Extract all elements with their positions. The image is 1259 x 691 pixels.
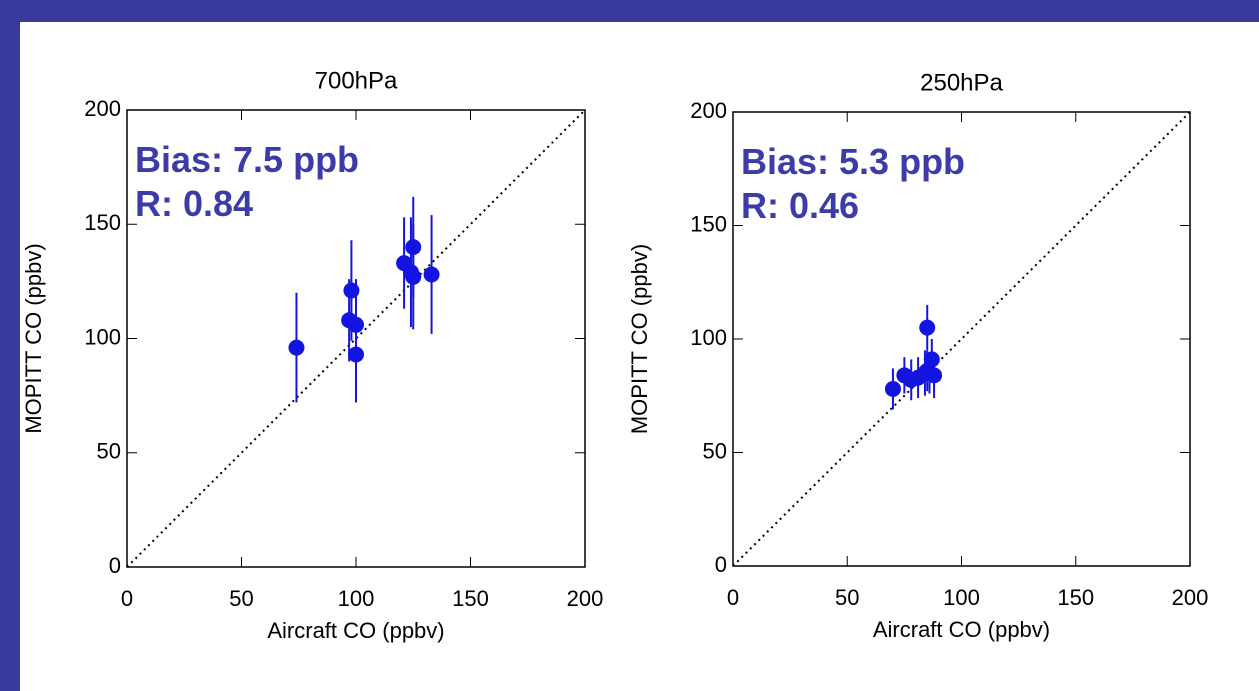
point <box>405 268 422 285</box>
x-tick-label: 150 <box>1057 585 1094 610</box>
x-axis-label: Aircraft CO (ppbv) <box>267 618 444 643</box>
y-tick-label: 200 <box>84 96 121 121</box>
y-axis-label: MOPITT CO (ppbv) <box>627 244 652 434</box>
annotation: Bias: 7.5 ppb <box>135 139 359 180</box>
x-tick-label: 200 <box>1172 585 1209 610</box>
y-tick-label: 100 <box>84 324 121 349</box>
annotation: Bias: 5.3 ppb <box>741 141 965 182</box>
annotation: R: 0.84 <box>135 183 253 224</box>
y-tick-label: 150 <box>690 211 727 236</box>
point <box>921 365 938 382</box>
x-axis-label: Aircraft CO (ppbv) <box>873 617 1050 642</box>
point <box>884 380 901 397</box>
y-tick-label: 50 <box>703 438 727 463</box>
x-tick-label: 100 <box>943 585 980 610</box>
x-tick-label: 200 <box>567 586 604 611</box>
x-tick-label: 100 <box>338 586 375 611</box>
point <box>423 266 440 283</box>
x-tick-label: 50 <box>835 585 859 610</box>
y-axis-label: MOPITT CO (ppbv) <box>21 243 46 433</box>
x-tick-label: 150 <box>452 586 489 611</box>
point <box>919 319 936 336</box>
y-tick-label: 0 <box>109 553 121 578</box>
y-tick-label: 200 <box>690 98 727 123</box>
y-tick-label: 50 <box>97 439 121 464</box>
y-tick-label: 100 <box>690 325 727 350</box>
x-tick-label: 50 <box>229 586 253 611</box>
slide-body <box>20 22 1259 691</box>
point <box>923 351 940 368</box>
chart-title: 250hPa <box>920 69 1003 96</box>
x-tick-label: 0 <box>121 586 133 611</box>
point <box>348 346 364 363</box>
y-tick-label: 150 <box>84 210 121 235</box>
y-tick-label: 0 <box>715 552 727 577</box>
annotation: R: 0.46 <box>741 185 859 226</box>
point <box>288 339 305 356</box>
chart-title: 700hPa <box>315 67 398 94</box>
point <box>343 282 360 299</box>
x-tick-label: 0 <box>727 585 739 610</box>
